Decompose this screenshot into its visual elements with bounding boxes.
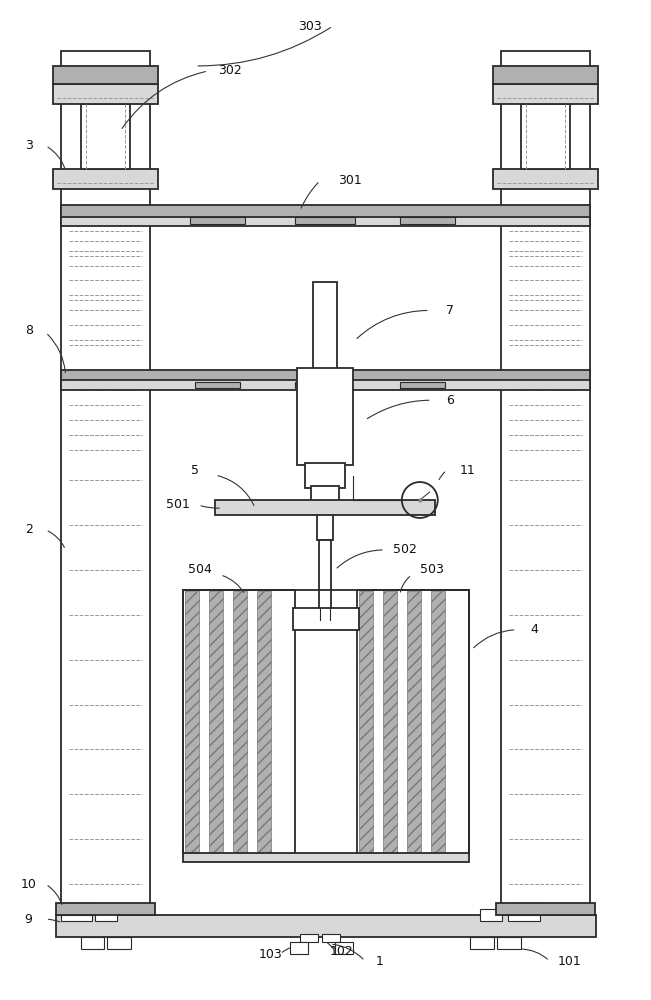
- Bar: [383, 591, 397, 853]
- Bar: [81, 937, 104, 949]
- Text: 9: 9: [25, 913, 33, 926]
- Bar: [501, 51, 590, 904]
- Text: 504: 504: [188, 563, 212, 576]
- Bar: [313, 282, 337, 370]
- Bar: [469, 937, 493, 949]
- Text: 102: 102: [330, 945, 354, 958]
- Bar: [295, 217, 355, 224]
- Bar: [300, 934, 318, 942]
- Text: 101: 101: [558, 955, 581, 968]
- Bar: [311, 486, 339, 505]
- Bar: [209, 591, 223, 853]
- Bar: [508, 909, 540, 921]
- Bar: [508, 903, 540, 915]
- Bar: [215, 500, 435, 515]
- Bar: [61, 380, 590, 390]
- Text: 303: 303: [298, 20, 322, 33]
- Bar: [400, 217, 455, 224]
- Bar: [293, 608, 359, 630]
- Text: 3: 3: [25, 139, 33, 152]
- Text: 6: 6: [446, 394, 454, 407]
- Text: 4: 4: [531, 623, 538, 636]
- Text: 503: 503: [420, 563, 444, 576]
- Text: 301: 301: [338, 174, 362, 187]
- Bar: [53, 66, 158, 84]
- Text: 2: 2: [25, 523, 33, 536]
- Bar: [61, 909, 92, 921]
- Bar: [233, 591, 247, 853]
- Bar: [96, 909, 117, 921]
- Bar: [184, 590, 469, 854]
- Bar: [493, 66, 598, 84]
- Bar: [319, 540, 331, 620]
- Bar: [357, 590, 469, 854]
- Bar: [257, 591, 271, 853]
- Bar: [81, 104, 130, 169]
- Bar: [322, 934, 340, 942]
- Bar: [359, 591, 373, 853]
- Text: 302: 302: [218, 64, 242, 77]
- Bar: [493, 84, 598, 104]
- Text: 7: 7: [446, 304, 454, 317]
- Bar: [431, 591, 445, 853]
- Bar: [53, 169, 158, 189]
- Bar: [521, 104, 570, 169]
- Text: 1: 1: [376, 955, 384, 968]
- Bar: [61, 217, 590, 226]
- Text: 5: 5: [191, 464, 199, 477]
- Bar: [317, 503, 333, 540]
- Bar: [55, 915, 596, 937]
- Bar: [297, 368, 353, 465]
- Bar: [55, 903, 156, 915]
- Bar: [195, 382, 240, 388]
- Bar: [190, 217, 245, 224]
- Bar: [495, 903, 596, 915]
- Bar: [497, 937, 521, 949]
- Bar: [290, 942, 308, 954]
- Bar: [480, 909, 502, 921]
- Bar: [184, 590, 295, 854]
- Bar: [407, 591, 421, 853]
- Bar: [305, 463, 345, 488]
- Bar: [61, 370, 590, 382]
- Text: 502: 502: [393, 543, 417, 556]
- Text: 8: 8: [25, 324, 33, 337]
- Text: 103: 103: [258, 948, 282, 961]
- Bar: [186, 591, 199, 853]
- Bar: [335, 942, 353, 954]
- Bar: [295, 382, 350, 388]
- Bar: [61, 51, 150, 904]
- Bar: [184, 853, 469, 862]
- Bar: [493, 169, 598, 189]
- Bar: [400, 382, 445, 388]
- Text: 501: 501: [167, 498, 190, 511]
- Bar: [61, 205, 590, 219]
- Text: 11: 11: [460, 464, 476, 477]
- Bar: [53, 84, 158, 104]
- Bar: [107, 937, 132, 949]
- Bar: [61, 903, 92, 915]
- Text: 10: 10: [21, 878, 36, 891]
